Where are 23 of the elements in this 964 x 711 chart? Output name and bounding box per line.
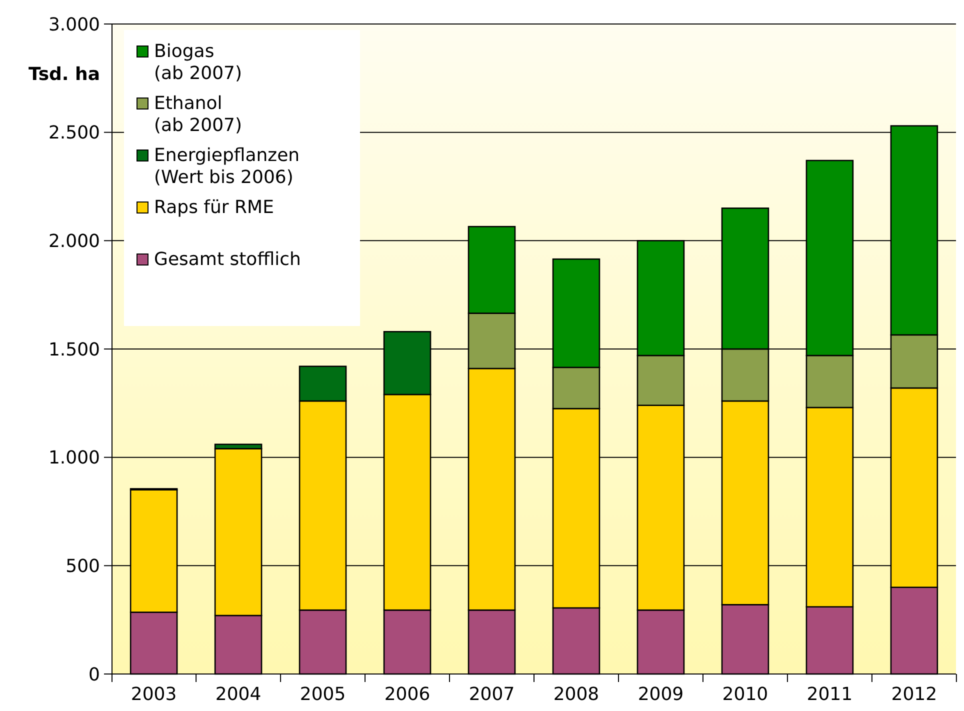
x-tick-label: 2005 — [300, 684, 346, 705]
y-tick-label: 3.000 — [48, 14, 100, 36]
y-tick-label: 1.500 — [48, 339, 100, 360]
x-tick-label: 2011 — [806, 684, 853, 705]
legend-label: Raps für RME — [154, 197, 274, 218]
x-tick-label: 2009 — [638, 684, 684, 705]
legend-label: Energiepflanzen (Wert bis 2006) — [154, 145, 300, 188]
x-tick-label: 2006 — [384, 684, 430, 705]
legend-label: Gesamt stofflich — [154, 249, 301, 270]
x-tick-label: 2003 — [130, 684, 177, 705]
y-tick-label: 1.000 — [48, 448, 100, 469]
x-tick-label: 2007 — [468, 684, 515, 705]
y-tick-label: 500 — [66, 556, 100, 577]
legend-label: Ethanol (ab 2007) — [154, 93, 242, 136]
y-axis-title: Tsd. ha — [28, 64, 100, 85]
legend-label: Biogas (ab 2007) — [154, 41, 242, 84]
x-tick-label: 2004 — [215, 684, 262, 705]
y-tick-label: 2.500 — [48, 122, 100, 144]
x-tick-label: 2010 — [722, 684, 768, 705]
y-tick-label: 2.000 — [48, 230, 100, 252]
x-tick-label: 2012 — [891, 684, 938, 705]
x-tick-label: 2008 — [553, 684, 600, 705]
y-tick-label: 0 — [88, 664, 100, 686]
